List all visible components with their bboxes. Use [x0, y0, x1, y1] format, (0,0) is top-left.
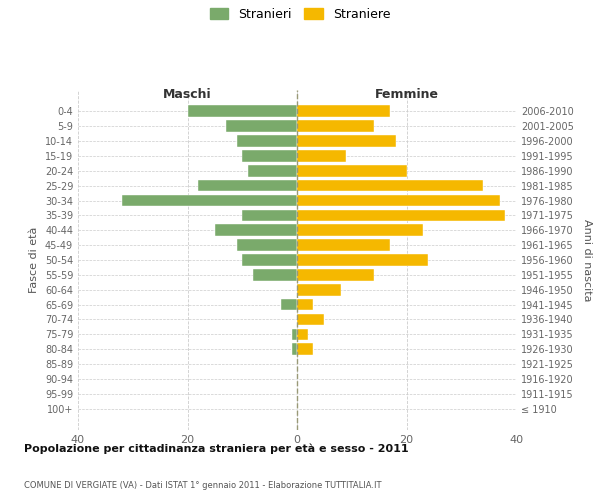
Bar — [297, 210, 505, 221]
Bar — [297, 194, 500, 206]
Bar — [297, 135, 395, 147]
Bar — [297, 299, 313, 310]
Bar — [242, 150, 297, 162]
Bar — [297, 314, 325, 326]
Bar — [237, 240, 297, 251]
Bar — [122, 194, 297, 206]
Bar — [297, 284, 341, 296]
Bar — [297, 328, 308, 340]
Bar — [237, 135, 297, 147]
Legend: Stranieri, Straniere: Stranieri, Straniere — [205, 2, 395, 26]
Bar — [242, 210, 297, 221]
Bar — [297, 165, 407, 176]
Y-axis label: Anni di nascita: Anni di nascita — [582, 218, 592, 301]
Bar — [242, 254, 297, 266]
Bar — [226, 120, 297, 132]
Bar — [297, 224, 423, 236]
Text: Maschi: Maschi — [163, 88, 212, 101]
Bar — [297, 106, 390, 117]
Bar — [281, 299, 297, 310]
Bar — [253, 269, 297, 280]
Bar — [297, 269, 374, 280]
Bar — [297, 150, 346, 162]
Bar — [297, 120, 374, 132]
Bar — [297, 344, 313, 355]
Bar — [248, 165, 297, 176]
Y-axis label: Fasce di età: Fasce di età — [29, 227, 39, 293]
Bar — [199, 180, 297, 192]
Text: Popolazione per cittadinanza straniera per età e sesso - 2011: Popolazione per cittadinanza straniera p… — [24, 444, 409, 454]
Text: COMUNE DI VERGIATE (VA) - Dati ISTAT 1° gennaio 2011 - Elaborazione TUTTITALIA.I: COMUNE DI VERGIATE (VA) - Dati ISTAT 1° … — [24, 480, 382, 490]
Text: Femmine: Femmine — [374, 88, 439, 101]
Bar — [215, 224, 297, 236]
Bar — [292, 344, 297, 355]
Bar — [297, 180, 483, 192]
Bar — [297, 240, 390, 251]
Bar — [292, 328, 297, 340]
Bar — [297, 254, 428, 266]
Bar — [188, 106, 297, 117]
